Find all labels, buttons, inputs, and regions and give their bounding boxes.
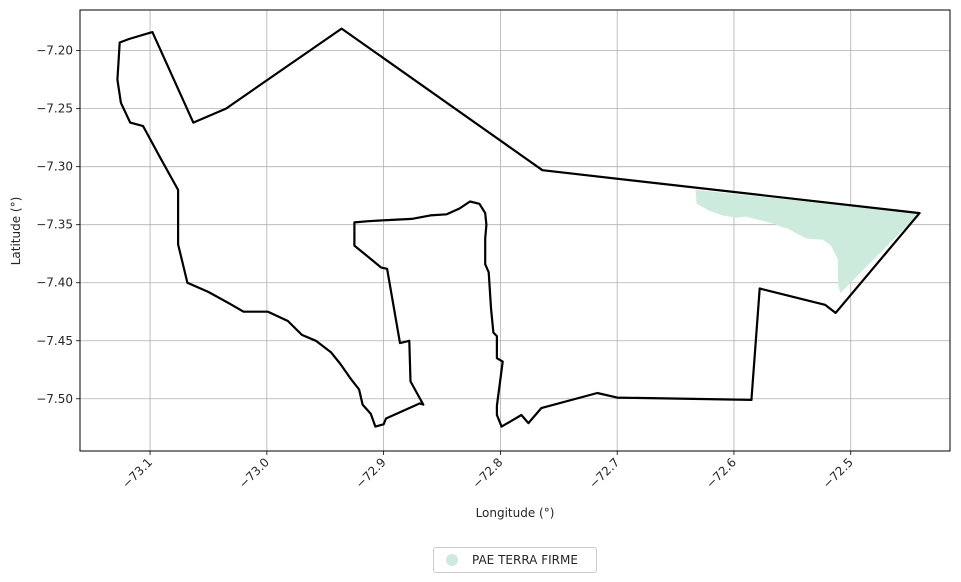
y-tick-label-0: −7.20 [36,44,73,58]
legend-swatch-pae-terra-firme [446,554,458,566]
x-tick-label-4: −72.7 [586,455,622,491]
x-tick-label-1: −73.0 [236,455,272,491]
y-tick-label-2: −7.30 [36,160,73,174]
grid [80,10,950,451]
legend: PAE TERRA FIRME [433,547,597,573]
x-tick-label-2: −72.9 [353,455,389,491]
y-tick-label-1: −7.25 [36,102,73,116]
boundary-layer [116,27,921,428]
y-tick-label-6: −7.50 [36,392,73,406]
plot-frame [79,9,951,452]
x-tick-label-6: −72.5 [820,455,856,491]
x-axis-label: Longitude (°) [476,506,555,520]
y-axis-label: Latitude (°) [9,197,23,266]
x-tick-label-0: −73.1 [119,455,155,491]
boundary-outline [116,27,921,428]
region-polygon-0 [695,189,920,294]
y-tick-label-3: −7.35 [36,218,73,232]
x-tick-label-3: −72.8 [470,455,506,491]
legend-label-pae-terra-firme: PAE TERRA FIRME [472,553,578,567]
x-tick-label-5: −72.6 [703,455,739,491]
y-tick-label-4: −7.40 [36,276,73,290]
ticks: −73.1 −73.0 −72.9 −72.8 −72.7 −72.6 −72.5 −7.20… [36,44,856,492]
y-tick-label-5: −7.45 [36,334,73,348]
region-layer [695,189,920,294]
